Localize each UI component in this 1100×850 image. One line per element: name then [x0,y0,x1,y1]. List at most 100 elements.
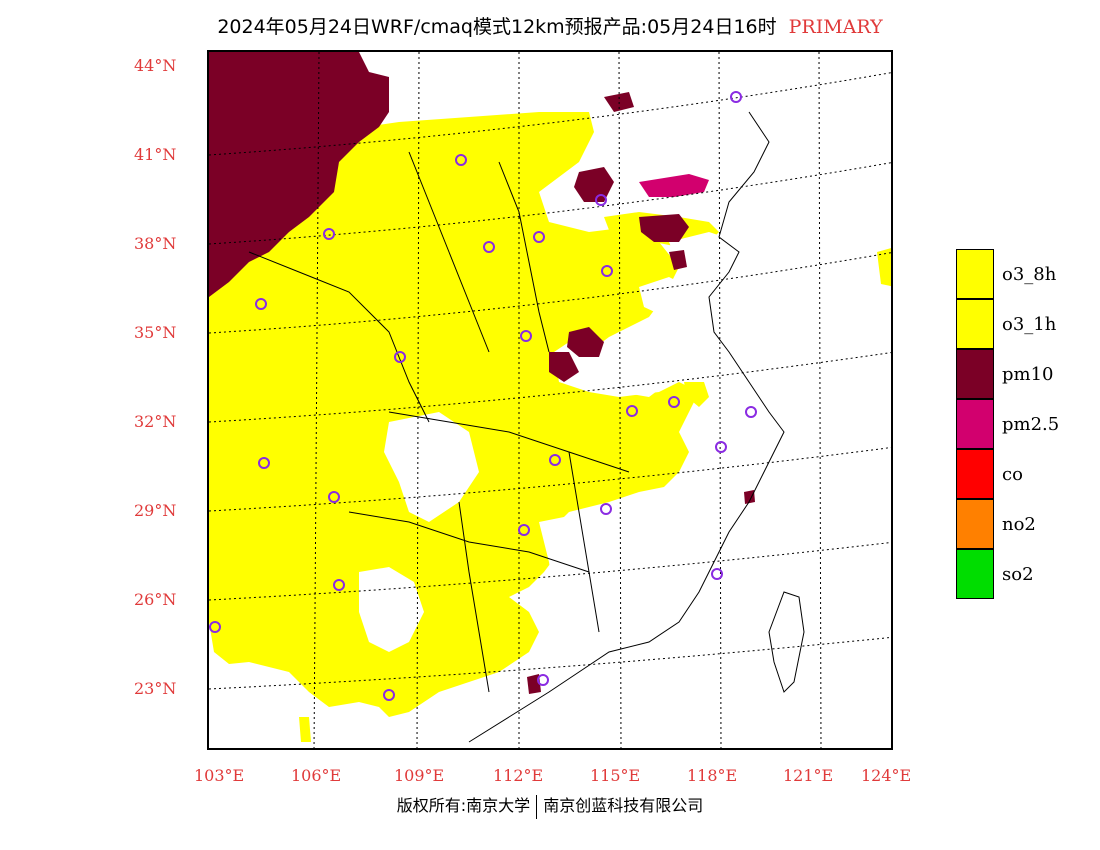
meridian-106 [313,52,320,748]
coastline [468,111,785,743]
o3-region-taiwan-strait [877,248,891,287]
legend-item-pm10: pm10 [956,349,1100,399]
city-marker [600,503,612,515]
province-border-3 [498,161,550,353]
map-title-text: 2024年05月24日WRF/cmaq模式12km预报产品:05月24日16时 [217,16,777,38]
city-marker [323,228,335,240]
city-marker [533,231,545,243]
city-marker [601,265,613,277]
city-marker [258,457,270,469]
province-border-2 [408,151,490,353]
legend-item-co: co [956,449,1100,499]
city-marker [537,674,549,686]
pm10-region-ne-spot [604,92,634,112]
o3-region-east-coast [684,382,709,407]
legend-item-no2: no2 [956,499,1100,549]
city-marker [745,406,757,418]
lon-label-115: 115°E [590,766,641,785]
pm10-region-northwest [209,52,389,297]
footer-copyright: 版权所有:南京大学 南京创蓝科技有限公司 [0,792,1100,819]
legend-swatch [956,549,994,599]
province-border-6 [458,501,490,693]
city-marker [711,568,723,580]
legend-item-pm25: pm2.5 [956,399,1100,449]
legend-swatch [956,299,994,349]
lat-label-29: 29°N [134,501,177,520]
meridian-121 [818,52,822,748]
city-marker [668,396,680,408]
parallel-26 [209,541,891,601]
map-frame [207,50,893,750]
pm25-region-liaoning-coast [639,174,709,197]
pm10-region-beijing-tianjin [574,167,614,202]
o3-region-main [209,112,699,717]
meridian-118 [718,52,722,748]
lat-label-26: 26°N [134,590,177,609]
city-marker [730,91,742,103]
pm10-region-hebei-south [567,327,604,357]
province-border-4 [388,411,630,473]
legend-swatch [956,249,994,299]
lat-label-41: 41°N [134,145,177,164]
meridian-115 [618,52,622,748]
city-marker [483,241,495,253]
taiwan-island [768,591,805,693]
legend-label: pm10 [1002,364,1054,385]
meridian-109 [416,52,420,748]
pm10-coverage [209,52,755,694]
lat-label-23: 23°N [134,679,177,698]
province-border-7 [568,451,600,633]
pm10-region-jiangsu [669,250,687,270]
graticule [209,52,891,748]
pm10-region-bohai [639,214,689,242]
legend-item-o3-1h: o3_1h [956,299,1100,349]
legend-item-o3-8h: o3_8h [956,249,1100,299]
lon-label-124: 124°E [861,766,912,785]
pm25-coverage [639,174,709,197]
primary-tag: PRIMARY [788,16,883,38]
legend-swatch [956,449,994,499]
clear-area-southeast [539,507,654,602]
lon-label-121: 121°E [783,766,834,785]
legend-label: co [1002,464,1023,485]
legend-label: no2 [1002,514,1036,535]
legend-swatch [956,399,994,449]
footer-separator [536,794,538,819]
o3-region-sw-tail [299,717,311,742]
legend-swatch [956,349,994,399]
city-marker [394,351,406,363]
city-marker [383,689,395,701]
lon-label-118: 118°E [687,766,738,785]
clear-area-ne-coast [639,277,689,314]
parallel-29 [209,447,891,512]
legend-label: o3_1h [1002,314,1057,335]
city-marker [518,524,530,536]
lon-label-109: 109°E [394,766,445,785]
city-marker [333,579,345,591]
boundaries [248,111,805,743]
city-marker [255,298,267,310]
legend-item-so2: so2 [956,549,1100,599]
legend-swatch [956,499,994,549]
footer-right: 南京创蓝科技有限公司 [543,796,704,815]
city-marker [520,330,532,342]
clear-area-south [359,567,424,652]
city-marker [595,194,607,206]
lat-label-44: 44°N [134,56,177,75]
legend-label: o3_8h [1002,264,1057,285]
lat-label-32: 32°N [134,412,177,431]
map-title: 2024年05月24日WRF/cmaq模式12km预报产品:05月24日16时 P… [0,12,1100,39]
parallel-32 [209,352,891,423]
pm10-region-zhejiang-spot [744,490,755,504]
lon-label-106: 106°E [291,766,342,785]
pm10-region-north-plain [549,352,579,382]
lon-label-112: 112°E [493,766,544,785]
province-border-1 [248,251,430,423]
province-border-5 [348,511,590,573]
city-marker [626,405,638,417]
footer-left: 版权所有:南京大学 [396,796,531,815]
city-marker [549,454,561,466]
city-marker [209,621,221,633]
lat-label-35: 35°N [134,323,177,342]
city-marker [328,491,340,503]
